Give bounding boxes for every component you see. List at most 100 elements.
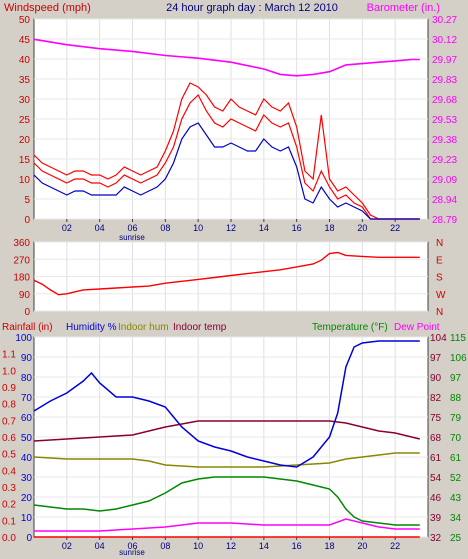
- y-tick-label-humidity: 50: [21, 433, 33, 444]
- x-tick-label: 08: [160, 541, 170, 551]
- y-axis-left-direction: 0 90 180 270 360: [13, 238, 30, 318]
- y-tick-label-temperature: 52: [450, 473, 462, 484]
- temperature-legend: Temperature (°F): [312, 322, 388, 333]
- x-tick-label: 14: [259, 223, 269, 233]
- x-tick-label: 10: [193, 541, 203, 551]
- sunrise-label-bottom: sunrise: [119, 548, 145, 557]
- x-tick-label: 16: [292, 223, 302, 233]
- y-tick-label-humidity: 0: [26, 533, 32, 544]
- y-axis-indoor: 32 39 46 54 61 68 75 82 90 97 104: [430, 333, 447, 544]
- y-tick-label-indoor: 97: [430, 353, 442, 364]
- x-tick-label: 18: [324, 541, 334, 551]
- y-tick-label-humidity: 70: [21, 393, 33, 404]
- x-tick-label: 12: [226, 541, 236, 551]
- barometer-axis-label: Barometer (in.): [367, 2, 440, 14]
- windspeed-axis-label: Windspeed (mph): [4, 2, 91, 14]
- humidity-legend: Humidity %: [66, 322, 117, 333]
- y-tick-label-indoor: 32: [430, 533, 442, 544]
- y-axis-humidity: 0 10 20 30 40 50 60 70 80 90 100: [15, 333, 32, 544]
- y-tick-label-humidity: 40: [21, 453, 33, 464]
- y-tick-label-rainfall: 0.8: [2, 400, 16, 411]
- x-tick-label: 06: [127, 223, 137, 233]
- indoor-hum-legend: Indoor hum: [118, 322, 169, 333]
- y-tick-label-barometer: 29.83: [432, 75, 457, 86]
- barometer-line: [33, 38, 420, 77]
- grid-wind: [34, 18, 428, 220]
- temp-humidity-series-lines: [33, 340, 420, 538]
- grid-direction: [34, 241, 428, 312]
- indoor-temp-legend: Indoor temp: [173, 322, 227, 333]
- y-tick-label-wind: 5: [24, 195, 30, 206]
- y-tick-label-barometer: 29.09: [432, 175, 457, 186]
- y-tick-label-temperature: 115: [450, 333, 466, 344]
- y-tick-label-wind: 35: [19, 75, 31, 86]
- sunrise-label-top: sunrise: [119, 233, 145, 242]
- y-tick-label-temperature: 34: [450, 513, 462, 524]
- y-tick-label-wind: 50: [19, 15, 31, 26]
- y-tick-label-barometer: 28.94: [432, 195, 457, 206]
- y-tick-label-rainfall: 0.1: [2, 516, 16, 527]
- y-tick-label-temperature: 70: [450, 433, 462, 444]
- indoor-hum-line: [33, 452, 420, 468]
- y-tick-label-rainfall: 0.5: [2, 450, 16, 461]
- x-tick-label: 04: [95, 223, 105, 233]
- dew-point-legend: Dew Point: [394, 322, 440, 333]
- y-tick-label-temperature: 25: [450, 533, 462, 544]
- x-tick-label: 10: [193, 223, 203, 233]
- y-tick-label-humidity: 60: [21, 413, 33, 424]
- y-tick-label-temperature: 43: [450, 493, 462, 504]
- y-tick-label-compass: W: [436, 290, 446, 301]
- y-tick-label-wind: 45: [19, 35, 31, 46]
- x-tick-label: 22: [390, 541, 400, 551]
- y-tick-label-rainfall: 0.4: [2, 466, 16, 477]
- y-tick-label-wind: 30: [19, 95, 31, 106]
- y-tick-label-indoor: 46: [430, 493, 442, 504]
- x-tick-label: 18: [324, 223, 334, 233]
- y-tick-label-humidity: 20: [21, 493, 33, 504]
- y-tick-label-rainfall: 0.6: [2, 433, 16, 444]
- y-tick-label-rainfall: 0.2: [2, 500, 16, 511]
- y-tick-label-direction: 180: [13, 273, 30, 284]
- y-tick-label-humidity: 90: [21, 353, 33, 364]
- windspeed-line: [33, 94, 420, 220]
- y-axis-rainfall: 0.0 0.1 0.2 0.3 0.4 0.5 0.6 0.7 0.8 0.9 1.0 1.1: [2, 350, 16, 544]
- y-tick-label-compass: E: [436, 255, 443, 266]
- x-axis-temp-humidity: 02 04 06 08 10 12 14 16 18 20 22: [62, 537, 400, 551]
- dew-point-line: [34, 518, 420, 532]
- x-tick-label: 04: [95, 541, 105, 551]
- y-axis-temperature: 25 34 43 52 61 70 79 88 97 106 115: [450, 333, 467, 544]
- y-tick-label-humidity: 80: [21, 373, 33, 384]
- y-tick-label-direction: 270: [13, 255, 30, 266]
- x-tick-label: 14: [259, 541, 269, 551]
- y-tick-label-wind: 10: [19, 175, 31, 186]
- y-tick-label-humidity: 30: [21, 473, 33, 484]
- y-tick-label-direction: 0: [24, 307, 30, 318]
- indoor-temp-line: [33, 420, 420, 442]
- wind-average-line: [33, 122, 420, 220]
- wind-series-lines: [33, 38, 420, 220]
- y-tick-label-wind: 25: [19, 115, 31, 126]
- y-tick-label-rainfall: 0.0: [2, 533, 16, 544]
- y-tick-label-indoor: 68: [430, 433, 442, 444]
- y-tick-label-temperature: 106: [450, 353, 467, 364]
- y-tick-label-barometer: 29.38: [432, 135, 457, 146]
- y-axis-left-wind: 0 5 10 15 20 25 30 35 40 45 50: [19, 15, 31, 226]
- humidity-line: [33, 340, 420, 468]
- x-tick-label: 02: [62, 541, 72, 551]
- y-tick-label-rainfall: 0.3: [2, 483, 16, 494]
- y-tick-label-temperature: 79: [450, 413, 462, 424]
- y-tick-label-temperature: 97: [450, 373, 462, 384]
- y-tick-label-barometer: 29.53: [432, 115, 457, 126]
- y-axis-right-barometer: 28.79 28.94 29.09 29.23 29.38 29.53 29.68 29.83…: [432, 15, 457, 226]
- y-tick-label-barometer: 30.27: [432, 15, 457, 26]
- y-tick-label-wind: 40: [19, 55, 31, 66]
- y-tick-label-barometer: 29.97: [432, 55, 457, 66]
- chart-title: 24 hour graph day : March 12 2010: [166, 2, 338, 14]
- y-tick-label-rainfall: 0.9: [2, 383, 16, 394]
- x-tick-label: 20: [357, 223, 367, 233]
- x-tick-label: 20: [357, 541, 367, 551]
- y-tick-label-rainfall: 1.1: [2, 350, 16, 361]
- wind-direction-line: [33, 251, 420, 296]
